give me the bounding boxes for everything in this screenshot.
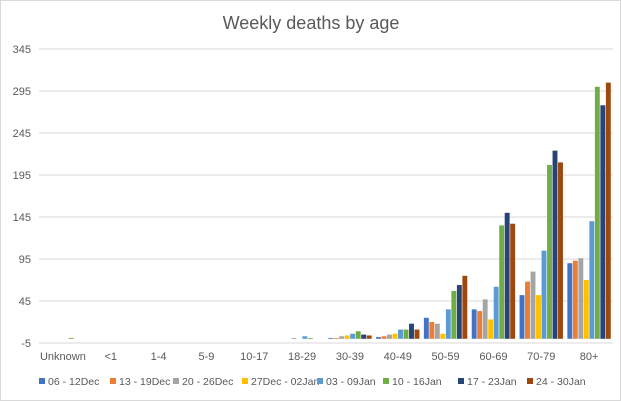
bar <box>429 322 435 339</box>
legend-label: 24 - 30Jan <box>536 376 586 388</box>
bar <box>552 150 558 339</box>
x-tick-label: 80+ <box>580 351 599 363</box>
bar <box>339 336 345 339</box>
bar <box>381 336 387 339</box>
bar <box>302 336 308 339</box>
x-tick-label: 10-17 <box>240 351 268 363</box>
y-tick-label: 295 <box>13 86 31 98</box>
x-tick-label: 5-9 <box>198 351 214 363</box>
bar <box>510 223 516 339</box>
y-tick-label: 245 <box>13 128 31 140</box>
x-tick-label: 60-69 <box>479 351 507 363</box>
bar <box>488 319 494 339</box>
bar <box>409 323 414 339</box>
legend-swatch <box>110 378 116 384</box>
bar <box>477 311 483 339</box>
legend-label: 20 - 26Dec <box>182 376 233 388</box>
bar <box>361 334 367 339</box>
bar <box>328 337 334 339</box>
bar <box>600 105 606 339</box>
legend-label: 27Dec - 02Jan <box>251 376 319 388</box>
y-tick-label: 195 <box>13 170 31 182</box>
bar <box>536 295 541 339</box>
y-tick-label: -5 <box>21 338 31 350</box>
x-tick-label: 40-49 <box>384 351 412 363</box>
bar <box>525 281 530 339</box>
bar <box>445 309 451 339</box>
legend-swatch <box>383 378 389 384</box>
bar <box>567 263 573 339</box>
x-tick-label: 70-79 <box>527 351 555 363</box>
bar <box>291 337 297 339</box>
y-tick-label: 345 <box>13 44 31 56</box>
legend-label: 06 - 12Dec <box>48 376 99 388</box>
gridlines <box>39 48 613 344</box>
bar <box>333 337 339 339</box>
bar <box>605 82 611 339</box>
bar <box>68 337 74 339</box>
bar <box>403 329 409 339</box>
bar <box>307 337 313 339</box>
legend-swatch <box>39 378 45 384</box>
legend: 06 - 12Dec 13 - 19Dec 20 - 26Dec 27Dec - 02… <box>39 376 586 388</box>
bar <box>434 323 440 339</box>
x-axis-labels: Unknown <1 1-4 5-9 10-17 18-29 30-39 40-49 50-59… <box>40 351 598 363</box>
legend-swatch <box>242 378 248 384</box>
bar <box>471 309 477 339</box>
bar <box>366 335 372 339</box>
bar <box>583 280 589 339</box>
bar <box>440 333 446 339</box>
bar <box>456 285 462 339</box>
x-tick-label: 50-59 <box>432 351 460 363</box>
bar <box>578 258 584 339</box>
x-tick-label: 1-4 <box>151 351 167 363</box>
bar <box>499 225 505 339</box>
legend-label: 13 - 19Dec <box>119 376 170 388</box>
bar <box>594 86 600 339</box>
y-tick-label: 145 <box>13 212 31 224</box>
legend-swatch <box>317 378 323 384</box>
bar <box>387 334 392 339</box>
bar <box>350 333 356 339</box>
bar <box>392 333 398 339</box>
bar <box>451 290 457 339</box>
bar <box>541 250 547 339</box>
y-axis-labels: -5 45 95 145 195 245 295 345 <box>13 44 31 350</box>
bar <box>414 329 420 339</box>
legend-label: 17 - 23Jan <box>467 376 517 388</box>
bar <box>589 221 595 339</box>
bar <box>558 162 563 339</box>
x-tick-label: 18-29 <box>288 351 316 363</box>
bar <box>572 260 578 339</box>
x-tick-label: <1 <box>104 351 117 363</box>
bar <box>482 299 488 339</box>
legend-swatch <box>173 378 179 384</box>
bar <box>547 164 552 339</box>
y-tick-label: 45 <box>19 296 31 308</box>
bar <box>355 331 361 339</box>
x-tick-label: 30-39 <box>336 351 364 363</box>
bar <box>462 275 468 339</box>
bar <box>398 329 403 339</box>
bars <box>68 82 611 339</box>
bar <box>423 317 429 339</box>
bar <box>344 335 350 339</box>
bar <box>530 271 536 339</box>
bar <box>493 286 499 339</box>
legend-label: 03 - 09Jan <box>326 376 376 388</box>
legend-swatch <box>527 378 533 384</box>
legend-label: 10 - 16Jan <box>392 376 442 388</box>
x-tick-label: Unknown <box>40 351 86 363</box>
legend-swatch <box>458 378 464 384</box>
y-tick-label: 95 <box>19 254 31 266</box>
bar <box>519 295 525 339</box>
chart-title: Weekly deaths by age <box>223 13 400 33</box>
bar <box>376 337 381 339</box>
bar <box>504 212 510 339</box>
